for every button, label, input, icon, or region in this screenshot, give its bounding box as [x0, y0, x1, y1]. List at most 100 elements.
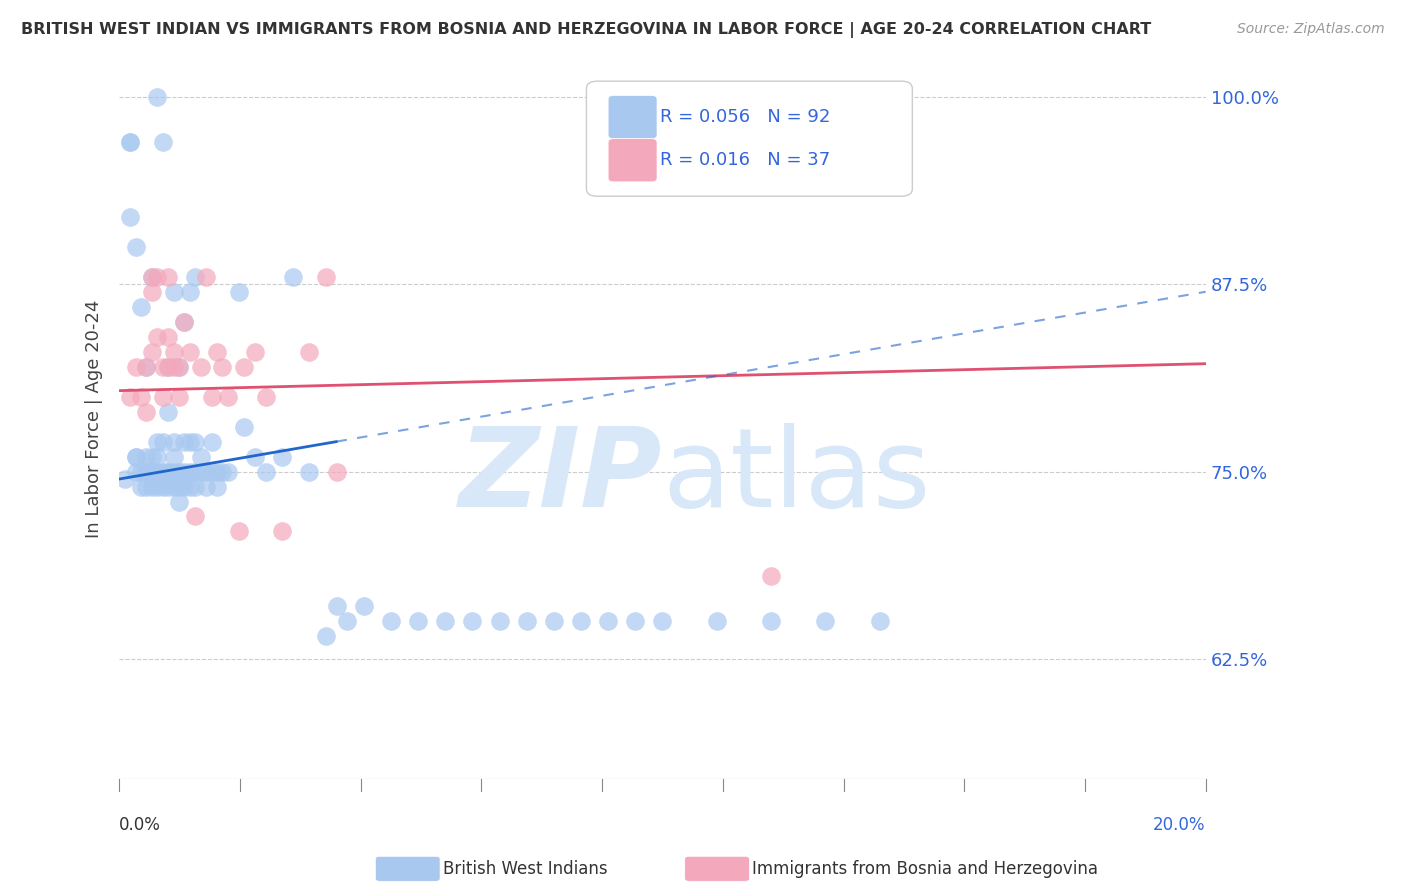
- Point: [205, 465, 228, 479]
- Point: [173, 434, 195, 449]
- Point: [298, 465, 321, 479]
- Point: [651, 615, 673, 629]
- Text: 20.0%: 20.0%: [1153, 816, 1206, 834]
- Point: [179, 285, 201, 299]
- Point: [179, 479, 201, 493]
- Point: [135, 479, 157, 493]
- Point: [233, 359, 256, 374]
- Point: [167, 465, 190, 479]
- Point: [569, 615, 592, 629]
- Point: [141, 344, 163, 359]
- Point: [271, 524, 294, 539]
- Point: [157, 404, 180, 418]
- Point: [353, 599, 375, 614]
- Point: [271, 450, 294, 464]
- FancyBboxPatch shape: [609, 138, 657, 182]
- Point: [146, 269, 169, 284]
- Point: [243, 344, 266, 359]
- Text: R = 0.056   N = 92: R = 0.056 N = 92: [661, 108, 831, 126]
- Point: [135, 465, 157, 479]
- Point: [184, 479, 207, 493]
- Point: [461, 615, 484, 629]
- Point: [184, 509, 207, 524]
- Point: [173, 315, 195, 329]
- Point: [152, 390, 174, 404]
- Point: [217, 465, 239, 479]
- Text: ZIP: ZIP: [458, 423, 662, 530]
- Point: [162, 434, 184, 449]
- Point: [195, 269, 218, 284]
- Point: [205, 344, 228, 359]
- Point: [114, 472, 136, 486]
- Point: [141, 465, 163, 479]
- Point: [157, 479, 180, 493]
- Point: [152, 135, 174, 149]
- Point: [141, 450, 163, 464]
- Point: [195, 465, 218, 479]
- FancyBboxPatch shape: [609, 95, 657, 138]
- Point: [157, 359, 180, 374]
- Point: [157, 359, 180, 374]
- Point: [434, 615, 457, 629]
- Point: [152, 479, 174, 493]
- Point: [146, 329, 169, 343]
- Point: [211, 465, 233, 479]
- Point: [141, 269, 163, 284]
- Point: [315, 629, 337, 643]
- Point: [141, 285, 163, 299]
- Point: [281, 269, 304, 284]
- Point: [205, 479, 228, 493]
- Point: [624, 615, 647, 629]
- Point: [325, 465, 347, 479]
- Point: [179, 344, 201, 359]
- Point: [380, 615, 402, 629]
- Point: [162, 450, 184, 464]
- Point: [190, 359, 212, 374]
- Point: [120, 210, 142, 224]
- Point: [162, 479, 184, 493]
- Point: [152, 434, 174, 449]
- Text: British West Indians: British West Indians: [443, 860, 607, 878]
- Point: [336, 615, 359, 629]
- Point: [195, 479, 218, 493]
- Text: R = 0.016   N = 37: R = 0.016 N = 37: [661, 152, 831, 169]
- Point: [173, 465, 195, 479]
- Point: [167, 479, 190, 493]
- Point: [759, 569, 782, 583]
- Point: [516, 615, 538, 629]
- Point: [152, 465, 174, 479]
- Point: [124, 359, 146, 374]
- Point: [124, 240, 146, 254]
- Point: [146, 465, 169, 479]
- Point: [488, 615, 510, 629]
- Point: [135, 359, 157, 374]
- Y-axis label: In Labor Force | Age 20-24: In Labor Force | Age 20-24: [86, 300, 103, 538]
- Point: [141, 269, 163, 284]
- Text: Immigrants from Bosnia and Herzegovina: Immigrants from Bosnia and Herzegovina: [752, 860, 1098, 878]
- Text: 0.0%: 0.0%: [120, 816, 162, 834]
- Point: [124, 450, 146, 464]
- FancyBboxPatch shape: [586, 81, 912, 196]
- Point: [315, 269, 337, 284]
- Point: [135, 465, 157, 479]
- Point: [135, 450, 157, 464]
- Point: [157, 465, 180, 479]
- Point: [184, 465, 207, 479]
- Point: [184, 269, 207, 284]
- Point: [167, 494, 190, 508]
- Point: [173, 479, 195, 493]
- Point: [254, 390, 277, 404]
- Point: [157, 329, 180, 343]
- Point: [201, 390, 224, 404]
- Point: [190, 450, 212, 464]
- Point: [201, 434, 224, 449]
- Point: [162, 344, 184, 359]
- Point: [141, 465, 163, 479]
- Point: [759, 615, 782, 629]
- Point: [217, 390, 239, 404]
- Point: [135, 404, 157, 418]
- Point: [298, 344, 321, 359]
- Point: [129, 390, 152, 404]
- Point: [124, 465, 146, 479]
- Point: [124, 450, 146, 464]
